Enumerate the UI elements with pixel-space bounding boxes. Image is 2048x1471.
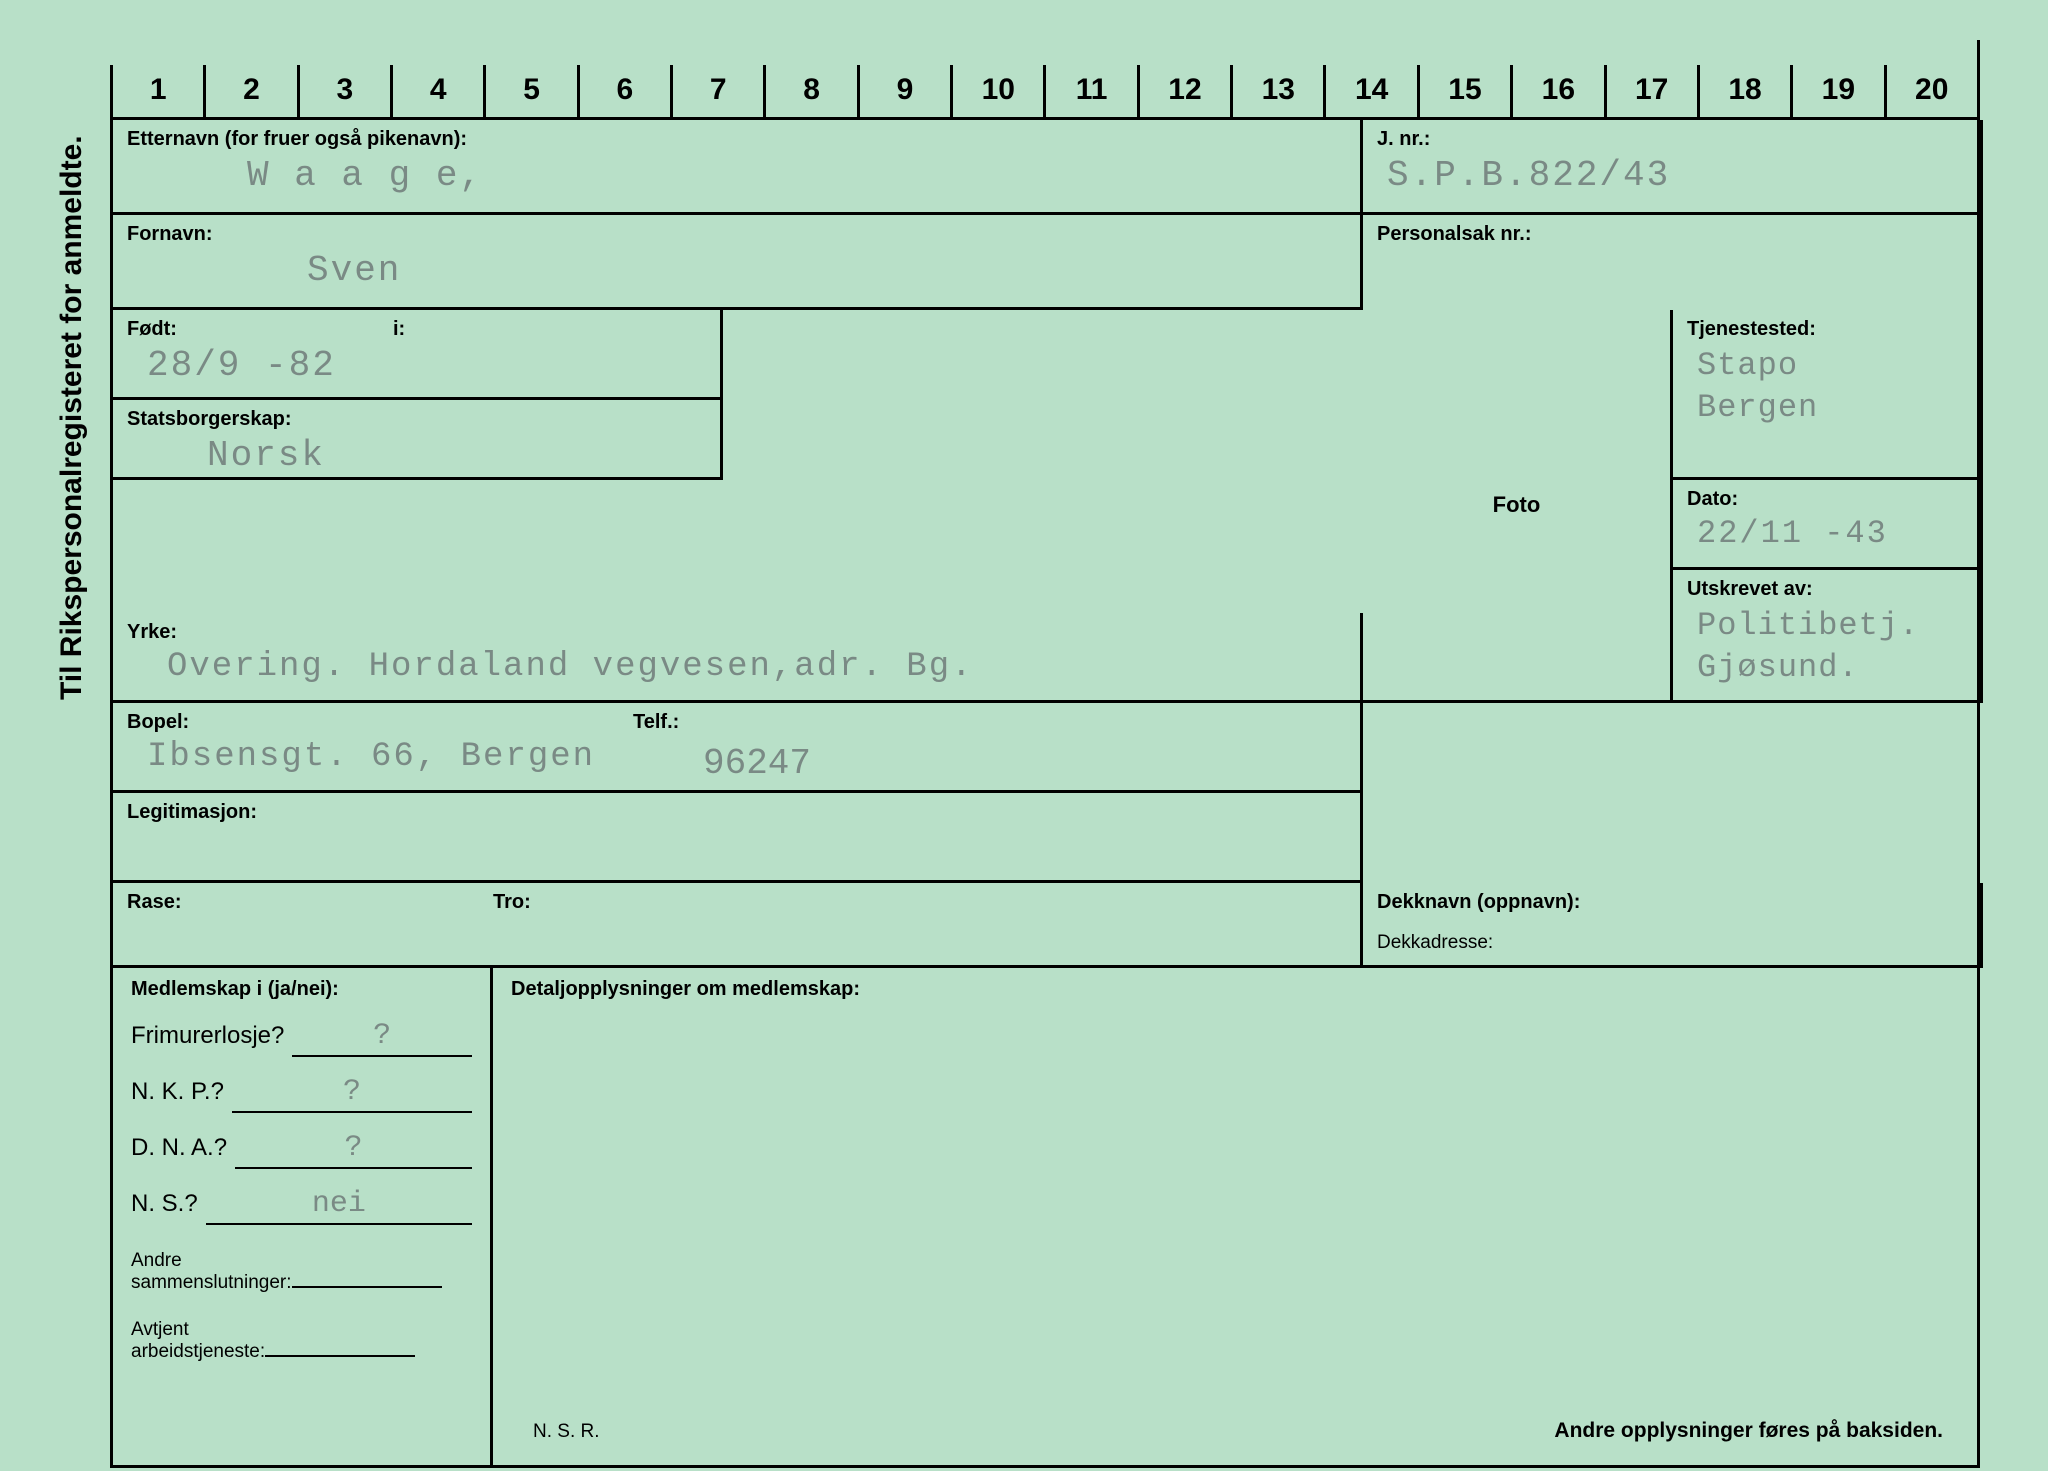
nkp-row: N. K. P.? ? — [131, 1075, 472, 1113]
legitimasjon-field: Legitimasjon: — [113, 793, 1363, 883]
ns-label: N. S.? — [131, 1190, 198, 1218]
statsborgerskap-label: Statsborgerskap: — [127, 408, 706, 431]
ruler-tick: 6 — [577, 40, 670, 117]
personalsak-label: Personalsak nr.: — [1377, 223, 1966, 246]
ruler-tick: 16 — [1510, 40, 1603, 117]
ruler-scale: 1 2 3 4 5 6 7 8 9 10 11 12 13 14 15 16 1… — [110, 40, 1980, 120]
vertical-title: Til Rikspersonalregisteret for anmeldte. — [55, 135, 89, 700]
detalj-label: Detaljopplysninger om medlemskap: — [511, 978, 1965, 1001]
dna-row: D. N. A.? ? — [131, 1131, 472, 1169]
fodt-label: Født: — [127, 318, 706, 341]
rase-field: Rase: Tro: — [113, 883, 1363, 968]
frimurer-label: Frimurerlosje? — [131, 1022, 284, 1050]
etternavn-label: Etternavn (for fruer også pikenavn): — [127, 128, 1346, 151]
ruler-tick: 1 — [110, 40, 203, 117]
nkp-value: ? — [232, 1075, 472, 1113]
ruler-tick: 17 — [1604, 40, 1697, 117]
fornavn-field: Fornavn: Sven — [113, 215, 1363, 310]
telf-label: Telf.: — [633, 711, 679, 734]
dna-value: ? — [235, 1131, 472, 1169]
nkp-label: N. K. P.? — [131, 1078, 224, 1106]
statsborgerskap-value: Norsk — [127, 431, 706, 480]
andre-sammen-row: Andre sammenslutninger: — [131, 1250, 472, 1294]
dna-label: D. N. A.? — [131, 1134, 227, 1162]
ruler-tick: 15 — [1417, 40, 1510, 117]
bopel-field: Bopel: Telf.: Ibsensgt. 66, Bergen 96247 — [113, 703, 1363, 793]
spacer — [723, 310, 1363, 613]
ns-row: N. S.? nei — [131, 1187, 472, 1225]
fodt-value: 28/9 -82 — [127, 341, 706, 390]
ruler-tick: 2 — [203, 40, 296, 117]
tro-label: Tro: — [493, 891, 531, 914]
dato-field: Dato: 22/11 -43 — [1673, 480, 1983, 570]
ns-value: nei — [206, 1187, 472, 1225]
ruler-tick: 14 — [1323, 40, 1416, 117]
bottom-section: Medlemskap i (ja/nei): Frimurerlosje? ? … — [110, 968, 1980, 1468]
yrke-field: Yrke: Overing. Hordaland vegvesen,adr. B… — [113, 613, 1363, 703]
avtjent-label1: Avtjent — [131, 1319, 189, 1340]
ruler-tick: 7 — [670, 40, 763, 117]
dato-label: Dato: — [1687, 488, 1966, 511]
foto-field: Foto — [1363, 310, 1673, 703]
ruler-tick: 9 — [857, 40, 950, 117]
legitimasjon-label: Legitimasjon: — [127, 801, 1346, 824]
personalsak-field: Personalsak nr.: — [1363, 215, 1983, 310]
utskrevet-label: Utskrevet av: — [1687, 578, 1966, 601]
ruler-tick: 3 — [297, 40, 390, 117]
ruler-tick: 8 — [763, 40, 856, 117]
jnr-label: J. nr.: — [1377, 128, 1966, 151]
andre-sammen-label1: Andre — [131, 1250, 182, 1271]
frimurer-row: Frimurerlosje? ? — [131, 1019, 472, 1057]
form-grid: Etternavn (for fruer også pikenavn): W a… — [110, 120, 1980, 968]
tjenestested-value: Stapo Bergen — [1687, 341, 1966, 432]
tjenestested-field: Tjenestested: Stapo Bergen — [1673, 310, 1983, 480]
fornavn-label: Fornavn: — [127, 223, 1346, 246]
ruler-tick: 19 — [1790, 40, 1883, 117]
i-label: i: — [393, 318, 405, 341]
utskrevet-field: Utskrevet av: Politibetj. Gjøsund. — [1673, 570, 1983, 703]
registration-card: 1 2 3 4 5 6 7 8 9 10 11 12 13 14 15 16 1… — [100, 40, 1980, 1430]
baksiden-note: Andre opplysninger føres på baksiden. — [1554, 1419, 1943, 1443]
detail-column: Detaljopplysninger om medlemskap: N. S. … — [493, 968, 1983, 1465]
ruler-tick: 5 — [483, 40, 576, 117]
telf-value: 96247 — [703, 743, 811, 784]
medlemskap-label: Medlemskap i (ja/nei): — [131, 978, 472, 1001]
fodt-field: Født: i: 28/9 -82 — [113, 310, 723, 400]
ruler-tick: 10 — [950, 40, 1043, 117]
ruler-tick: 4 — [390, 40, 483, 117]
yrke-value: Overing. Hordaland vegvesen,adr. Bg. — [127, 644, 1346, 690]
jnr-value: S.P.B.822/43 — [1377, 151, 1966, 200]
bopel-label: Bopel: — [127, 711, 1346, 734]
yrke-label: Yrke: — [127, 621, 1346, 644]
ruler-tick: 18 — [1697, 40, 1790, 117]
membership-column: Medlemskap i (ja/nei): Frimurerlosje? ? … — [113, 968, 493, 1465]
fornavn-value: Sven — [127, 246, 1346, 295]
ruler-tick: 11 — [1043, 40, 1136, 117]
dato-value: 22/11 -43 — [1687, 511, 1966, 556]
ruler-tick: 12 — [1137, 40, 1230, 117]
etternavn-field: Etternavn (for fruer også pikenavn): W a… — [113, 120, 1363, 215]
statsborgerskap-field: Statsborgerskap: Norsk — [113, 400, 723, 480]
ruler-tick: 13 — [1230, 40, 1323, 117]
ruler-tick: 20 — [1884, 40, 1980, 117]
dekknavn-field: Dekknavn (oppnavn): Dekkadresse: — [1363, 883, 1983, 968]
frimurer-value: ? — [292, 1019, 472, 1057]
foto-label: Foto — [1493, 492, 1541, 518]
andre-sammen-label2: sammenslutninger: — [131, 1272, 292, 1293]
avtjent-row: Avtjent arbeidstjeneste: — [131, 1319, 472, 1363]
nsr-label: N. S. R. — [533, 1421, 600, 1443]
etternavn-value: W a a g e, — [127, 151, 1346, 200]
rase-label: Rase: — [127, 891, 1346, 914]
jnr-field: J. nr.: S.P.B.822/43 — [1363, 120, 1983, 215]
tjenestested-label: Tjenestested: — [1687, 318, 1966, 341]
dekknavn-label: Dekknavn (oppnavn): — [1377, 891, 1966, 914]
dekkadresse-label: Dekkadresse: — [1377, 932, 1966, 954]
avtjent-label2: arbeidstjeneste: — [131, 1341, 265, 1362]
utskrevet-value: Politibetj. Gjøsund. — [1687, 601, 1966, 692]
